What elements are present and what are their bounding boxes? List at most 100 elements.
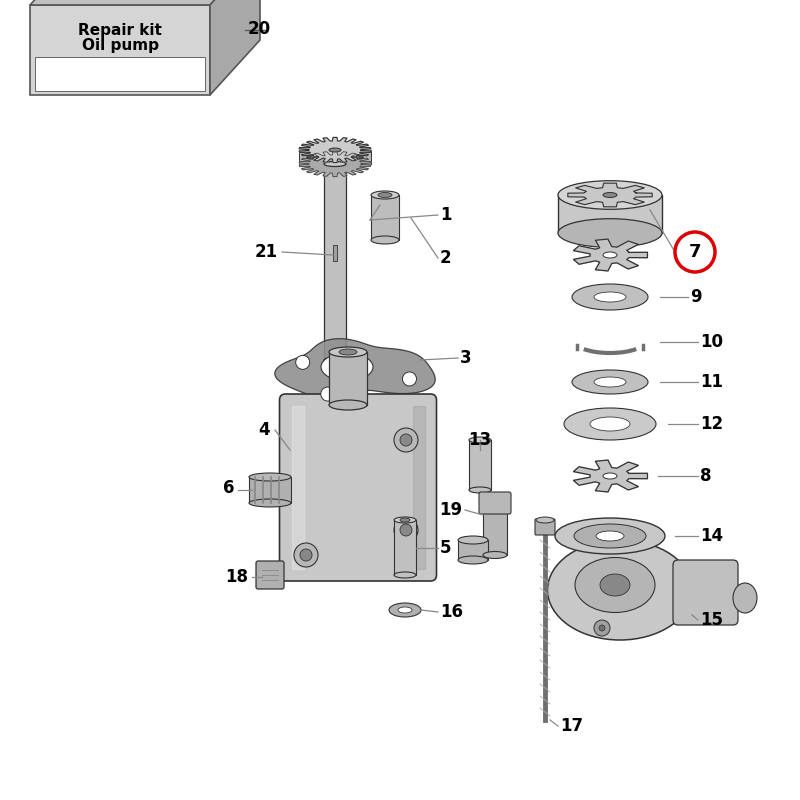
Ellipse shape [590, 417, 630, 431]
Ellipse shape [572, 370, 648, 394]
Polygon shape [574, 239, 647, 271]
Circle shape [675, 232, 715, 272]
Text: 17: 17 [560, 717, 583, 735]
Ellipse shape [603, 193, 617, 198]
Ellipse shape [603, 252, 617, 258]
Text: 14: 14 [700, 527, 723, 545]
Ellipse shape [249, 473, 291, 481]
Ellipse shape [483, 506, 507, 514]
Polygon shape [568, 183, 652, 207]
Polygon shape [574, 460, 647, 492]
Text: 12: 12 [700, 415, 723, 433]
Ellipse shape [329, 347, 367, 357]
Ellipse shape [555, 518, 665, 554]
Text: 9: 9 [690, 288, 702, 306]
Ellipse shape [594, 292, 626, 302]
Ellipse shape [324, 358, 346, 362]
Circle shape [400, 434, 412, 446]
Ellipse shape [564, 408, 656, 440]
Circle shape [400, 524, 412, 536]
Text: 4: 4 [258, 421, 270, 439]
FancyBboxPatch shape [535, 519, 555, 535]
Text: 8: 8 [700, 467, 711, 485]
Bar [329, 352, 367, 405]
FancyBboxPatch shape [673, 560, 738, 625]
Polygon shape [299, 138, 371, 162]
Ellipse shape [321, 353, 373, 381]
Circle shape [402, 372, 417, 386]
Ellipse shape [575, 558, 655, 613]
Text: 3: 3 [460, 349, 472, 367]
Ellipse shape [574, 524, 646, 548]
Bar [333, 245, 337, 261]
Circle shape [321, 387, 334, 401]
Text: 11: 11 [700, 373, 723, 391]
Ellipse shape [339, 349, 357, 355]
Ellipse shape [371, 191, 399, 199]
Ellipse shape [536, 517, 554, 523]
Circle shape [294, 543, 318, 567]
Ellipse shape [547, 540, 693, 640]
Ellipse shape [249, 499, 291, 507]
Text: Oil pump: Oil pump [82, 38, 158, 53]
Text: 21: 21 [255, 243, 278, 261]
Ellipse shape [558, 218, 662, 247]
Polygon shape [210, 0, 260, 95]
Polygon shape [30, 0, 260, 5]
Ellipse shape [600, 574, 630, 596]
Text: Repair kit: Repair kit [78, 22, 162, 38]
Text: 18: 18 [225, 568, 248, 586]
FancyBboxPatch shape [256, 561, 284, 589]
Circle shape [296, 355, 310, 370]
Ellipse shape [603, 473, 617, 479]
Text: 15: 15 [700, 611, 723, 629]
Text: 2: 2 [440, 249, 452, 267]
Bar [483, 510, 507, 555]
Ellipse shape [558, 181, 662, 210]
Text: 19: 19 [439, 501, 462, 519]
Ellipse shape [469, 437, 491, 443]
Circle shape [599, 625, 605, 631]
Bar [299, 150, 371, 164]
Ellipse shape [394, 517, 416, 523]
Circle shape [594, 620, 610, 636]
Polygon shape [275, 338, 435, 398]
Ellipse shape [394, 572, 416, 578]
Text: 6: 6 [222, 479, 234, 497]
Text: 7: 7 [689, 243, 702, 261]
Bar [35, 58, 205, 91]
Ellipse shape [733, 583, 757, 613]
Ellipse shape [378, 193, 392, 198]
Ellipse shape [329, 400, 367, 410]
Text: 13: 13 [468, 431, 491, 449]
Text: 10: 10 [700, 333, 723, 351]
Ellipse shape [458, 556, 488, 564]
Bar [458, 540, 488, 560]
FancyBboxPatch shape [479, 492, 511, 514]
Ellipse shape [572, 284, 648, 310]
Text: 1: 1 [440, 206, 451, 224]
Circle shape [300, 549, 312, 561]
Circle shape [394, 518, 418, 542]
Polygon shape [30, 5, 210, 95]
Ellipse shape [371, 236, 399, 244]
Ellipse shape [458, 536, 488, 544]
Bar [469, 440, 491, 490]
Bar [249, 477, 291, 503]
Ellipse shape [469, 487, 491, 493]
Bar [371, 195, 399, 240]
Bar [558, 195, 662, 233]
Ellipse shape [329, 148, 341, 152]
Circle shape [394, 428, 418, 452]
Bar [324, 164, 346, 360]
Ellipse shape [594, 377, 626, 387]
Ellipse shape [398, 607, 412, 613]
Polygon shape [299, 151, 371, 177]
Ellipse shape [596, 531, 624, 541]
Ellipse shape [324, 162, 346, 166]
Text: 20: 20 [248, 21, 271, 38]
Text: 16: 16 [440, 603, 463, 621]
FancyBboxPatch shape [279, 394, 437, 581]
Ellipse shape [400, 518, 410, 522]
Ellipse shape [389, 603, 421, 617]
